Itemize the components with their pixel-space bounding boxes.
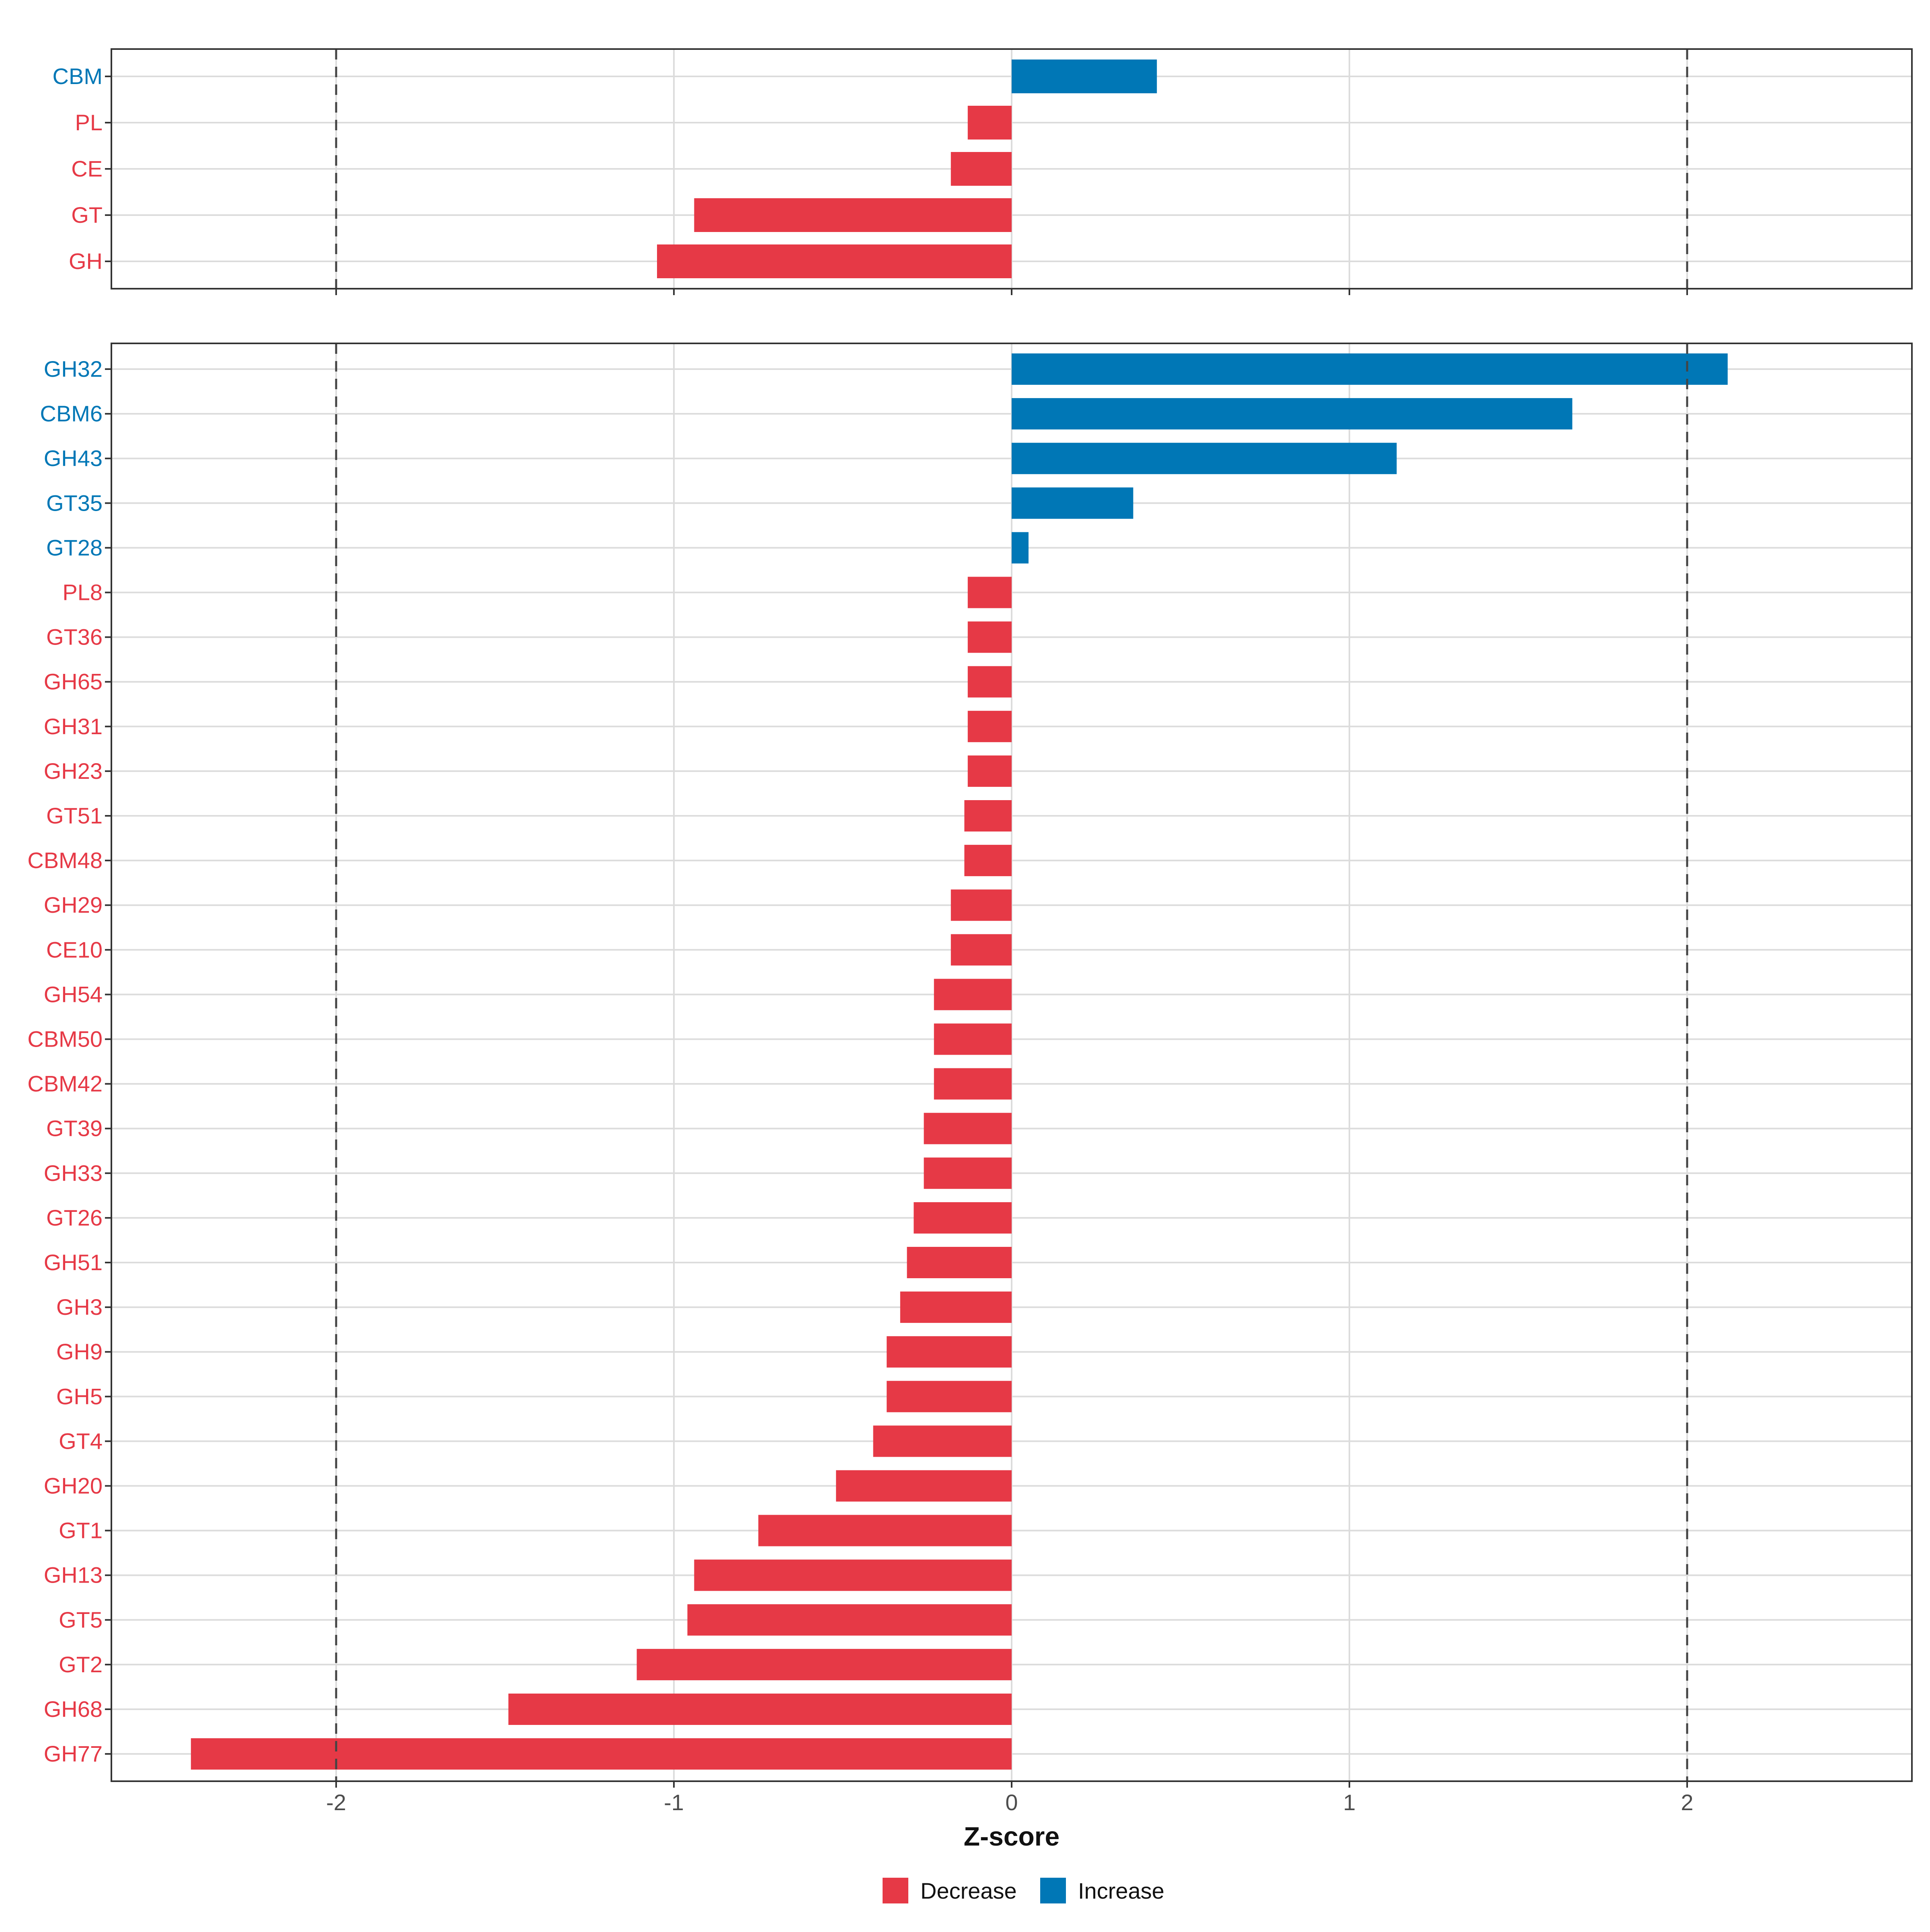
bar-cbm — [1012, 60, 1157, 93]
legend: Decrease Increase — [883, 1878, 1164, 1903]
y-tick-label-gt: GT — [71, 202, 103, 228]
bar-gh29 — [951, 889, 1012, 921]
y-tick-label-gh43: GH43 — [44, 446, 103, 471]
bar-gt1 — [758, 1515, 1012, 1546]
x-tick-label: -1 — [664, 1790, 684, 1815]
bar-cbm50 — [934, 1023, 1012, 1055]
bar-gh3 — [900, 1291, 1012, 1323]
panel-family: GH32 CBM6 GH43 GT35 GT28 PL8 GT36 GH65 GH31 GH23 G… — [27, 343, 1913, 1788]
y-tick-label-gt39: GT39 — [46, 1116, 103, 1141]
legend-label-decrease: Decrease — [920, 1878, 1017, 1903]
y-tick-label-cbm: CBM — [53, 64, 103, 89]
x-tick-label: 2 — [1681, 1790, 1693, 1815]
y-tick-label-gh65: GH65 — [44, 669, 103, 694]
y-tick-label-gh9: GH9 — [56, 1339, 103, 1364]
bar-gt26 — [914, 1202, 1012, 1234]
bar-gh9 — [887, 1336, 1012, 1368]
bar-gh65 — [967, 666, 1012, 698]
x-tick-label: 1 — [1343, 1790, 1355, 1815]
bar-gt4 — [873, 1425, 1012, 1457]
y-tick-label-cbm42: CBM42 — [27, 1071, 103, 1096]
y-tick-label-gh51: GH51 — [44, 1250, 103, 1275]
legend-key-increase — [1040, 1878, 1066, 1903]
y-tick-label-gt5: GT5 — [59, 1607, 103, 1632]
bar-gh13 — [694, 1559, 1012, 1591]
y-tick-label-gh32: GH32 — [44, 356, 103, 382]
y-tick-label-cbm50: CBM50 — [27, 1027, 103, 1052]
panel-family-class: CBM PL CE GT GH — [53, 48, 1913, 295]
x-tick-label: -2 — [326, 1790, 346, 1815]
bar-cbm48 — [964, 845, 1012, 877]
y-tick-label-cbm48: CBM48 — [27, 848, 103, 873]
y-tick-label-gh: GH — [69, 248, 103, 274]
bar-gh5 — [887, 1381, 1012, 1413]
y-tick-label-gh23: GH23 — [44, 758, 103, 784]
bar-gt5 — [687, 1604, 1012, 1636]
bar-gh68 — [508, 1694, 1012, 1725]
y-tick-label-gh29: GH29 — [44, 892, 103, 918]
y-tick-label-gh31: GH31 — [44, 714, 103, 739]
bar-gh54 — [934, 979, 1012, 1010]
y-tick-label-gh20: GH20 — [44, 1473, 103, 1499]
legend-key-decrease — [883, 1878, 908, 1903]
y-tick-label-gt1: GT1 — [59, 1518, 103, 1543]
y-tick-label-gt4: GT4 — [59, 1428, 103, 1454]
y-tick-label-gh77: GH77 — [44, 1741, 103, 1766]
y-tick-label-gt35: GT35 — [46, 490, 103, 515]
bar-gt35 — [1012, 487, 1133, 519]
y-tick-label-gh68: GH68 — [44, 1696, 103, 1722]
y-tick-label-gt51: GT51 — [46, 803, 103, 828]
y-tick-label-gt28: GT28 — [46, 535, 103, 560]
y-tick-label-ce: CE — [71, 156, 103, 181]
bar-gh — [657, 244, 1012, 278]
bar-ce — [951, 152, 1012, 186]
y-tick-label-ce10: CE10 — [46, 937, 103, 962]
y-tick-label-gh54: GH54 — [44, 981, 103, 1007]
bar-gt — [694, 198, 1012, 232]
bar-gt51 — [964, 800, 1012, 832]
x-axis-title: Z-score — [964, 1821, 1059, 1851]
bar-pl — [967, 106, 1012, 140]
bar-gt28 — [1012, 532, 1029, 564]
bar-gh77 — [191, 1738, 1012, 1770]
y-tick-label-gt2: GT2 — [59, 1652, 103, 1677]
y-tick-label-pl: PL — [75, 110, 103, 135]
bar-gh33 — [924, 1157, 1012, 1189]
x-tick-label: 0 — [1005, 1790, 1018, 1815]
y-tick-label-gh3: GH3 — [56, 1294, 103, 1320]
bar-gh20 — [836, 1470, 1012, 1502]
bar-gt2 — [636, 1649, 1012, 1680]
bar-cbm42 — [934, 1068, 1012, 1100]
bar-gh43 — [1012, 443, 1397, 474]
bar-pl8 — [967, 577, 1012, 608]
legend-label-increase: Increase — [1078, 1878, 1164, 1903]
bar-gh23 — [967, 755, 1012, 787]
y-tick-label-gh13: GH13 — [44, 1562, 103, 1588]
y-tick-label-cbm6: CBM6 — [40, 401, 103, 426]
y-tick-label-pl8: PL8 — [62, 580, 103, 605]
y-tick-label-gh33: GH33 — [44, 1160, 103, 1186]
y-tick-label-gt26: GT26 — [46, 1205, 103, 1230]
y-tick-label-gt36: GT36 — [46, 624, 103, 650]
bar-gh51 — [907, 1247, 1012, 1278]
y-tick-label-gh5: GH5 — [56, 1384, 103, 1409]
bar-gh32 — [1012, 353, 1728, 385]
bar-gh31 — [967, 710, 1012, 742]
bar-ce10 — [951, 934, 1012, 966]
bar-cbm6 — [1012, 398, 1573, 430]
bar-gt39 — [924, 1113, 1012, 1144]
bar-gt36 — [967, 621, 1012, 653]
